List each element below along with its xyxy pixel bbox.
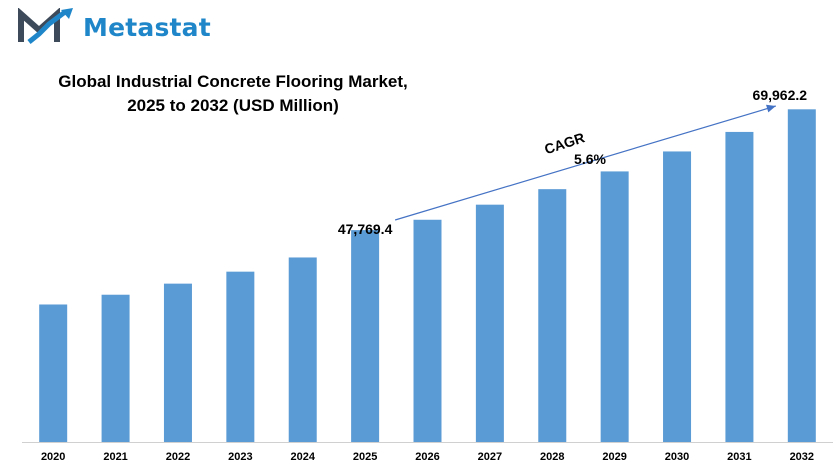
x-tick-label-2029: 2029 [602,451,626,463]
x-tick-label-2030: 2030 [665,451,689,463]
x-tick-label-2028: 2028 [540,451,564,463]
brand-name: Metastat [83,12,211,42]
bar-2022 [163,283,192,442]
cagr-value: 5.6% [574,151,606,167]
bar-2031 [725,131,754,442]
cagr-arrow-line [394,105,776,221]
x-tick-label-2025: 2025 [353,451,377,463]
chart-title: Global Industrial Concrete Flooring Mark… [18,70,448,118]
x-tick-label-2021: 2021 [103,451,127,463]
x-tick-label-2024: 2024 [290,451,315,463]
bar-2027 [475,204,504,442]
end-value-label: 69,962.2 [753,87,808,103]
x-tick-label-2020: 2020 [41,451,65,463]
x-tick-label-2032: 2032 [790,451,814,463]
bar-2023 [226,271,255,442]
x-tick-label-2027: 2027 [478,451,502,463]
bar-2025 [351,230,380,442]
x-tick-label-2026: 2026 [415,451,439,463]
x-tick-label-2022: 2022 [166,451,190,463]
start-value-label: 47,769.4 [338,221,393,237]
brand-logo: Metastat [17,8,211,46]
metastat-logo-icon [18,8,73,44]
bar-2029 [600,171,629,442]
bar-2026 [413,219,442,442]
chart-title-line-1: Global Industrial Concrete Flooring Mark… [58,72,408,91]
bar-2028 [538,189,567,442]
cagr-arrow-head [766,104,776,113]
bar-2020 [39,304,68,442]
bar-2021 [101,294,130,442]
bar-2032 [787,109,816,443]
x-tick-label-2031: 2031 [727,451,751,463]
bar-2024 [288,257,317,442]
chart-title-line-2: 2025 to 2032 (USD Million) [127,96,339,115]
x-tick-label-2023: 2023 [228,451,252,463]
bar-2030 [663,151,692,442]
